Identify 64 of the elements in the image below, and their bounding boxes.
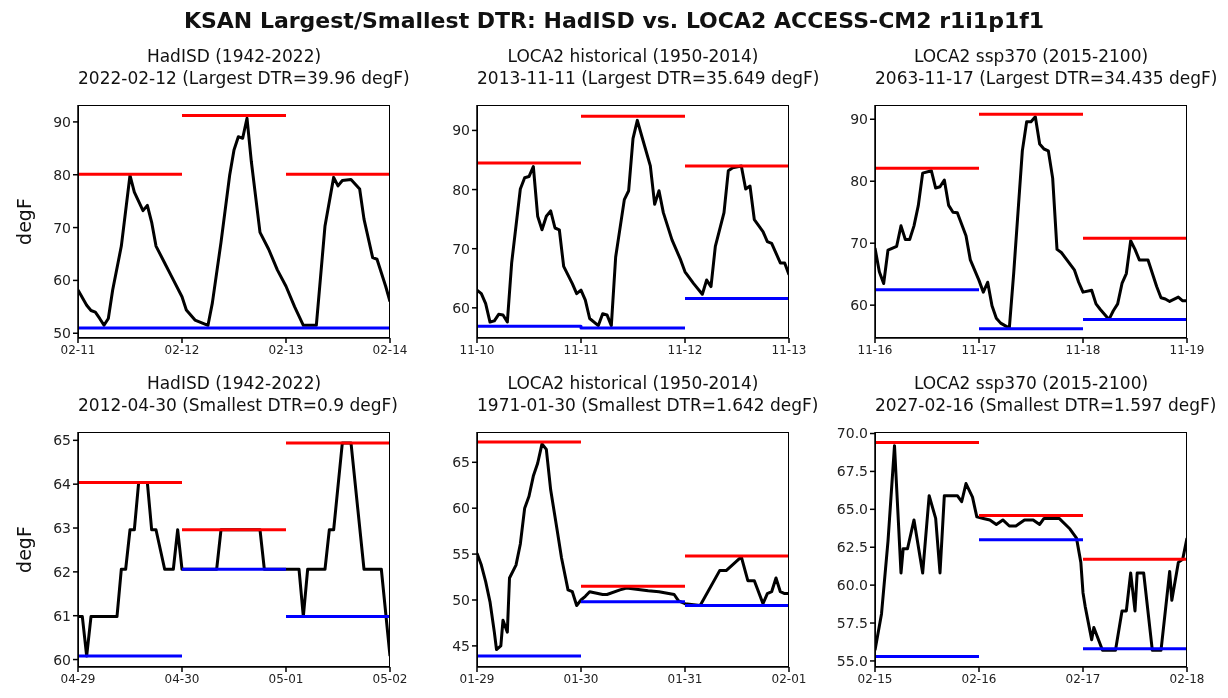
y-tick-label: 60 bbox=[53, 272, 71, 289]
x-tick-label: 11-17 bbox=[961, 342, 997, 357]
y-tick-label: 45 bbox=[452, 637, 470, 654]
x-tick-label: 01-29 bbox=[459, 671, 495, 686]
x-tick-label: 02-01 bbox=[771, 671, 807, 686]
chart-subtitle: LOCA2 ssp370 (2015-2100) 2063-11-17 (Largest DTR=34.435 degF) bbox=[875, 45, 1218, 89]
y-tick-label: 70.0 bbox=[836, 425, 868, 442]
y-tick-label: 55 bbox=[452, 546, 470, 563]
y-tick-label: 80 bbox=[53, 166, 71, 183]
y-tick-label: 60 bbox=[850, 297, 868, 314]
y-tick-label: 90 bbox=[53, 113, 71, 130]
x-tick-label: 02-16 bbox=[961, 671, 997, 686]
y-tick-label: 60 bbox=[452, 299, 470, 316]
x-tick-label: 11-10 bbox=[459, 342, 495, 357]
y-axis-title: degF bbox=[12, 526, 35, 573]
y-tick-label: 60.0 bbox=[836, 577, 868, 594]
chart-subtitle: LOCA2 historical (1950-2014) 1971-01-30 (Smallest DTR=1.642 degF) bbox=[477, 372, 819, 416]
x-tick-label: 01-31 bbox=[667, 671, 703, 686]
x-tick-label: 05-01 bbox=[268, 671, 304, 686]
x-tick-label: 02-12 bbox=[164, 342, 200, 357]
x-tick-label: 11-12 bbox=[667, 342, 703, 357]
y-tick-label: 50 bbox=[452, 591, 470, 608]
y-tick-label: 57.5 bbox=[836, 615, 868, 631]
y-tick-label: 60 bbox=[452, 500, 470, 517]
y-tick-label: 67.5 bbox=[836, 463, 868, 480]
x-tick-label: 05-02 bbox=[372, 671, 408, 686]
y-axis-title: degF bbox=[12, 198, 35, 245]
y-tick-label: 50 bbox=[53, 325, 71, 342]
x-tick-label: 02-14 bbox=[372, 342, 408, 357]
y-tick-label: 65 bbox=[53, 432, 71, 449]
x-tick-label: 02-18 bbox=[1169, 671, 1205, 686]
x-tick-label: 11-18 bbox=[1065, 342, 1101, 357]
y-tick-label: 65.0 bbox=[836, 501, 868, 518]
x-tick-label: 02-11 bbox=[60, 342, 96, 357]
x-tick-label: 11-11 bbox=[563, 342, 599, 357]
y-tick-label: 55.0 bbox=[836, 652, 868, 669]
x-tick-label: 04-29 bbox=[60, 671, 96, 686]
x-tick-label: 01-30 bbox=[563, 671, 599, 686]
y-tick-label: 65 bbox=[452, 454, 470, 471]
y-tick-label: 63 bbox=[53, 519, 71, 536]
y-tick-label: 61 bbox=[53, 607, 71, 624]
y-tick-label: 80 bbox=[850, 173, 868, 190]
y-tick-label: 90 bbox=[452, 122, 470, 139]
y-tick-label: 70 bbox=[452, 240, 470, 257]
x-tick-label: 02-15 bbox=[857, 671, 893, 686]
y-tick-label: 64 bbox=[53, 476, 72, 493]
x-tick-label: 02-17 bbox=[1065, 671, 1101, 686]
text: KSAN Largest/Smallest DTR: HadISD vs. LOCA2 ACCESS-CM2 r1i1p1f1 bbox=[182, 8, 1046, 33]
chart-subtitle: HadISD (1942-2022) 2022-02-12 (Largest DTR=39.96 degF) bbox=[78, 45, 410, 89]
y-tick-label: 70 bbox=[53, 219, 71, 236]
y-tick-label: 60 bbox=[53, 651, 71, 668]
y-tick-label: 80 bbox=[452, 181, 470, 198]
y-tick-label: 62.5 bbox=[836, 539, 868, 556]
x-tick-label: 02-13 bbox=[268, 342, 304, 357]
x-tick-label: 11-16 bbox=[857, 342, 893, 357]
x-tick-label: 11-19 bbox=[1169, 342, 1205, 357]
x-tick-label: 04-30 bbox=[164, 671, 200, 686]
chart-subtitle: LOCA2 historical (1950-2014) 2013-11-11 (Largest DTR=35.649 degF) bbox=[477, 45, 820, 89]
chart-subtitle: LOCA2 ssp370 (2015-2100) 2027-02-16 (Smallest DTR=1.597 degF) bbox=[875, 372, 1217, 416]
y-tick-label: 62 bbox=[53, 563, 71, 580]
y-tick-label: 90 bbox=[850, 111, 868, 128]
x-tick-label: 11-13 bbox=[771, 342, 807, 357]
y-tick-label: 70 bbox=[850, 235, 868, 252]
chart-subtitle: HadISD (1942-2022) 2012-04-30 (Smallest DTR=0.9 degF) bbox=[78, 372, 398, 416]
